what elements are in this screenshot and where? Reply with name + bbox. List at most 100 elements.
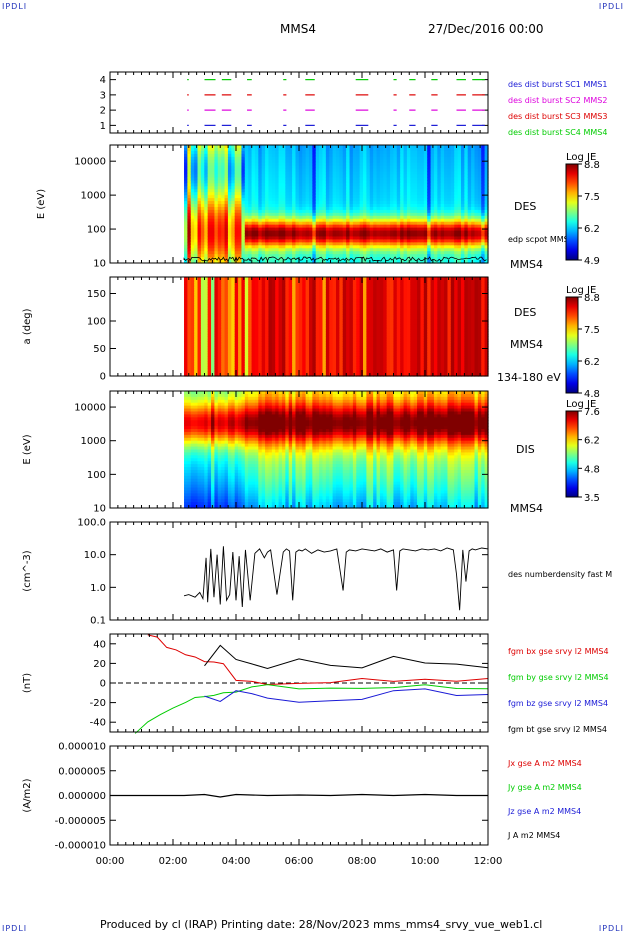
des-energy-cell (383, 233, 388, 238)
des-energy-cell (457, 230, 462, 235)
des-energy-cell (390, 162, 395, 167)
des-energy-cell (292, 239, 297, 243)
des-energy-cell (406, 195, 411, 199)
des-pitch-cell (187, 324, 192, 328)
des-energy-cell (278, 153, 283, 158)
des-energy-cell (302, 224, 307, 229)
des-energy-ytick-label: 10000 (74, 157, 106, 168)
des-energy-cell (329, 248, 334, 252)
des-pitch-cell (214, 371, 219, 375)
des-energy-cell (393, 186, 398, 190)
des-energy-cell (305, 145, 310, 149)
des-energy-cell (305, 233, 310, 238)
des-energy-cell (403, 254, 408, 258)
des-energy-cell (308, 239, 313, 243)
des-energy-cell (396, 215, 401, 220)
des-pitch-cell (194, 291, 199, 295)
des-energy-cell (329, 209, 334, 214)
des-energy-cell (373, 147, 378, 152)
des-pitch-cell (217, 328, 222, 333)
des-pitch-cell (224, 316, 229, 320)
des-energy-cell (234, 186, 239, 190)
des-energy-cell (238, 233, 243, 238)
des-energy-cell (356, 221, 361, 226)
des-pitch-cell (184, 341, 189, 345)
des-energy-cell (187, 183, 192, 187)
des-energy-cell (248, 215, 253, 220)
burst-ytick-label: 3 (100, 90, 106, 101)
des-energy-cell (288, 254, 293, 258)
des-energy-cell (214, 180, 219, 184)
des-energy-cell (400, 174, 405, 179)
des-energy-cell (444, 180, 449, 184)
des-energy-cell (275, 159, 280, 164)
des-energy-cell (238, 236, 243, 240)
des-energy-cell (393, 239, 398, 243)
des-pitch-cell (265, 346, 270, 350)
des-energy-cell (467, 251, 472, 255)
des-energy-cell (471, 257, 476, 261)
des-pitch-cell (231, 346, 236, 350)
des-energy-cell (200, 177, 205, 181)
des-energy-cell (369, 174, 374, 179)
des-energy-cell (231, 201, 236, 205)
des-energy-cell (450, 221, 455, 226)
des-pitch-cell (244, 309, 249, 313)
des-energy-cell (227, 147, 232, 152)
des-energy-cell (312, 204, 317, 208)
des-pitch-cell (197, 368, 202, 372)
des-energy-cell (248, 192, 253, 196)
des-energy-cell (363, 201, 368, 205)
des-pitch-cell (224, 279, 229, 283)
des-energy-cell (352, 233, 357, 238)
des-energy-cell (359, 218, 364, 223)
des-energy-cell (413, 195, 418, 199)
des-energy-cell (383, 174, 388, 179)
des-energy-cell (227, 159, 232, 164)
des-energy-cell (251, 183, 256, 187)
des-energy-cell (200, 230, 205, 235)
des-energy-cell (315, 239, 320, 243)
des-pitch-cell (207, 371, 212, 375)
des-energy-cell (359, 248, 364, 252)
des-energy-cell (433, 248, 438, 252)
des-energy-cell (200, 254, 205, 258)
des-energy-cell (305, 209, 310, 214)
des-energy-cell (400, 186, 405, 190)
des-pitch-cell (258, 351, 263, 355)
des-energy-cell (400, 171, 405, 176)
des-energy-cell (464, 180, 469, 184)
des-pitch-cell (184, 368, 189, 372)
des-energy-cell (254, 260, 259, 264)
des-pitch-cell (214, 343, 219, 347)
des-energy-cell (417, 239, 422, 243)
des-energy-cell (214, 156, 219, 161)
des-energy-cell (342, 224, 347, 229)
des-pitch-cell (268, 277, 273, 281)
des-pitch-cell (265, 361, 270, 365)
des-energy-cell (241, 189, 246, 193)
des-energy-cell (248, 206, 253, 211)
des-energy-cell (464, 218, 469, 223)
des-energy-cell (288, 177, 293, 181)
des-energy-cell (238, 183, 243, 187)
des-pitch-cell (244, 341, 249, 345)
des-energy-cell (406, 257, 411, 261)
des-energy-cell (254, 227, 259, 232)
des-energy-cell (251, 159, 256, 164)
des-energy-cell (221, 192, 226, 196)
des-energy-cell (471, 145, 476, 149)
des-energy-cell (430, 171, 435, 176)
des-energy-cell (363, 177, 368, 181)
des-energy-cell (322, 156, 327, 161)
des-pitch-cell (204, 353, 209, 357)
des-energy-cell (390, 198, 395, 202)
des-energy-cell (454, 201, 459, 205)
des-energy-cell (234, 224, 239, 229)
des-pitch-cell (258, 373, 263, 377)
des-energy-cell (190, 257, 195, 261)
des-pitch-cell (244, 301, 249, 305)
des-pitch-cell (265, 351, 270, 355)
des-energy-cell (450, 209, 455, 214)
des-pitch-cell (221, 343, 226, 347)
